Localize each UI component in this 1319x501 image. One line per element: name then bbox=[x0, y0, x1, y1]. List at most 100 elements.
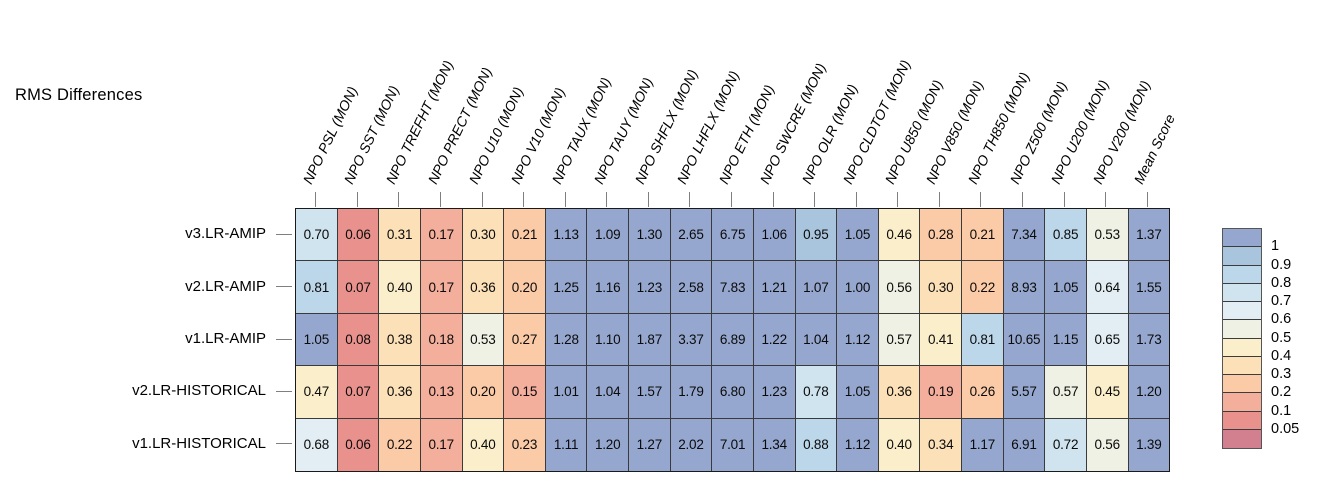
heatmap-cell: 6.91 bbox=[1003, 418, 1046, 472]
heatmap-cell: 0.36 bbox=[379, 366, 421, 419]
heatmap-cell: 0.19 bbox=[920, 366, 962, 419]
heatmap-row: 1.05 0.08 0.38 0.18 0.53 0.27 1.28 1.10 1.87 3.37… bbox=[296, 313, 1170, 367]
column-tick bbox=[1022, 192, 1023, 207]
page-title: RMS Differences bbox=[15, 86, 143, 104]
heatmap-cell: 1.13 bbox=[545, 209, 588, 262]
column-tick bbox=[1105, 192, 1107, 207]
heatmap-cell: 0.95 bbox=[795, 209, 838, 262]
heatmap-cell: 1.12 bbox=[837, 418, 879, 472]
heatmap-cell: 0.40 bbox=[379, 261, 421, 314]
heatmap-cell: 0.20 bbox=[504, 261, 546, 314]
heatmap-cell: 1.27 bbox=[629, 418, 671, 472]
column-tick bbox=[897, 192, 899, 207]
legend bbox=[1222, 228, 1262, 449]
heatmap-cell: 1.25 bbox=[545, 261, 588, 314]
heatmap-cell: 0.64 bbox=[1086, 261, 1129, 314]
heatmap-cell: 0.85 bbox=[1045, 209, 1087, 262]
legend-tick-label: 0.5 bbox=[1271, 329, 1292, 346]
row-label: v3.LR-AMIP bbox=[185, 225, 266, 243]
legend-swatch bbox=[1223, 265, 1261, 284]
heatmap-cell: 1.21 bbox=[753, 261, 796, 314]
heatmap-cell: 1.23 bbox=[629, 261, 671, 314]
row-label: v2.LR-HISTORICAL bbox=[132, 382, 266, 400]
heatmap-cell: 1.05 bbox=[296, 313, 338, 367]
heatmap-cell: 0.17 bbox=[420, 418, 463, 472]
legend-swatch bbox=[1223, 429, 1261, 448]
heatmap-cell: 1.07 bbox=[795, 261, 838, 314]
heatmap-cell: 0.45 bbox=[1086, 366, 1129, 419]
column-tick bbox=[647, 192, 649, 207]
legend-swatch bbox=[1223, 247, 1261, 266]
heatmap-cell: 6.89 bbox=[712, 313, 754, 367]
heatmap-cell: 1.20 bbox=[587, 418, 629, 472]
heatmap-cell: 0.15 bbox=[504, 366, 546, 419]
row-label: v1.LR-HISTORICAL bbox=[132, 434, 266, 452]
heatmap-cell: 0.65 bbox=[1086, 313, 1129, 367]
column-tick bbox=[731, 192, 732, 207]
legend-swatch bbox=[1223, 411, 1261, 430]
heatmap-grid: 0.70 0.06 0.31 0.17 0.30 0.21 1.13 1.09 1.30 2.65… bbox=[295, 208, 1170, 472]
legend-tick-label: 0.3 bbox=[1271, 366, 1292, 382]
heatmap-cell: 1.12 bbox=[837, 313, 879, 367]
legend-tick-label: 0.9 bbox=[1271, 256, 1292, 273]
column-tick bbox=[938, 192, 940, 207]
heatmap-cell: 1.05 bbox=[837, 209, 879, 262]
legend-swatch bbox=[1223, 375, 1261, 394]
row-tick bbox=[276, 286, 292, 288]
heatmap-cell: 7.83 bbox=[712, 261, 754, 314]
heatmap-cell: 1.05 bbox=[837, 366, 879, 419]
legend-swatch bbox=[1223, 283, 1261, 302]
heatmap-cell: 1.79 bbox=[670, 366, 713, 419]
heatmap-cell: 6.80 bbox=[712, 366, 754, 419]
heatmap-cell: 7.34 bbox=[1003, 209, 1046, 262]
heatmap-cell: 0.56 bbox=[1086, 418, 1129, 472]
heatmap-cell: 1.34 bbox=[753, 418, 796, 472]
row-tick bbox=[276, 233, 292, 235]
heatmap-cell: 0.21 bbox=[962, 209, 1004, 262]
heatmap-row: 0.68 0.06 0.22 0.17 0.40 0.23 1.11 1.20 1.27 2.02… bbox=[296, 418, 1170, 472]
legend-swatch bbox=[1223, 229, 1261, 248]
heatmap-cell: 1.17 bbox=[962, 418, 1004, 472]
legend-tick-label: 0.1 bbox=[1271, 402, 1292, 419]
heatmap-cell: 0.27 bbox=[504, 313, 546, 367]
heatmap-cell: 0.17 bbox=[420, 261, 463, 314]
legend-tick-label: 0.8 bbox=[1271, 274, 1292, 291]
heatmap-row: 0.47 0.07 0.36 0.13 0.20 0.15 1.01 1.04 1.57 1.79… bbox=[296, 366, 1170, 419]
heatmap-cell: 2.02 bbox=[670, 418, 713, 472]
heatmap-cell: 1.04 bbox=[795, 313, 838, 367]
legend-tick-label: 0.4 bbox=[1271, 347, 1292, 364]
heatmap-cell: 1.37 bbox=[1128, 209, 1170, 262]
heatmap-cell: 0.28 bbox=[920, 209, 962, 262]
heatmap-cell: 10.65 bbox=[1003, 313, 1046, 367]
heatmap-cell: 1.30 bbox=[629, 209, 671, 262]
heatmap-cell: 1.09 bbox=[587, 209, 629, 262]
heatmap-cell: 0.26 bbox=[962, 366, 1004, 419]
heatmap-cell: 1.11 bbox=[545, 418, 588, 472]
column-tick bbox=[398, 192, 400, 207]
column-tick bbox=[689, 192, 691, 207]
heatmap-cell: 1.01 bbox=[545, 366, 588, 419]
legend-tick-label: 0.05 bbox=[1271, 420, 1300, 437]
heatmap-cell: 0.41 bbox=[920, 313, 962, 367]
heatmap-cell: 0.06 bbox=[337, 418, 380, 472]
heatmap-cell: 0.23 bbox=[504, 418, 546, 472]
heatmap-cell: 1.55 bbox=[1128, 261, 1170, 314]
legend-swatch bbox=[1223, 320, 1261, 339]
heatmap-cell: 1.00 bbox=[837, 261, 879, 314]
heatmap-cell: 1.04 bbox=[587, 366, 629, 419]
heatmap-cell: 0.56 bbox=[878, 261, 921, 314]
heatmap-cell: 0.30 bbox=[920, 261, 962, 314]
heatmap-cell: 0.22 bbox=[379, 418, 421, 472]
heatmap-cell: 0.53 bbox=[462, 313, 505, 367]
heatmap-cell: 0.08 bbox=[337, 313, 380, 367]
heatmap-cell: 1.05 bbox=[1045, 261, 1087, 314]
heatmap-cell: 0.53 bbox=[1086, 209, 1129, 262]
heatmap-cell: 1.39 bbox=[1128, 418, 1170, 472]
column-tick bbox=[523, 192, 525, 207]
heatmap-cell: 0.57 bbox=[1045, 366, 1087, 419]
heatmap-cell: 1.28 bbox=[545, 313, 588, 367]
heatmap-cell: 1.06 bbox=[753, 209, 796, 262]
row-tick bbox=[276, 443, 292, 445]
row-tick bbox=[276, 338, 292, 340]
